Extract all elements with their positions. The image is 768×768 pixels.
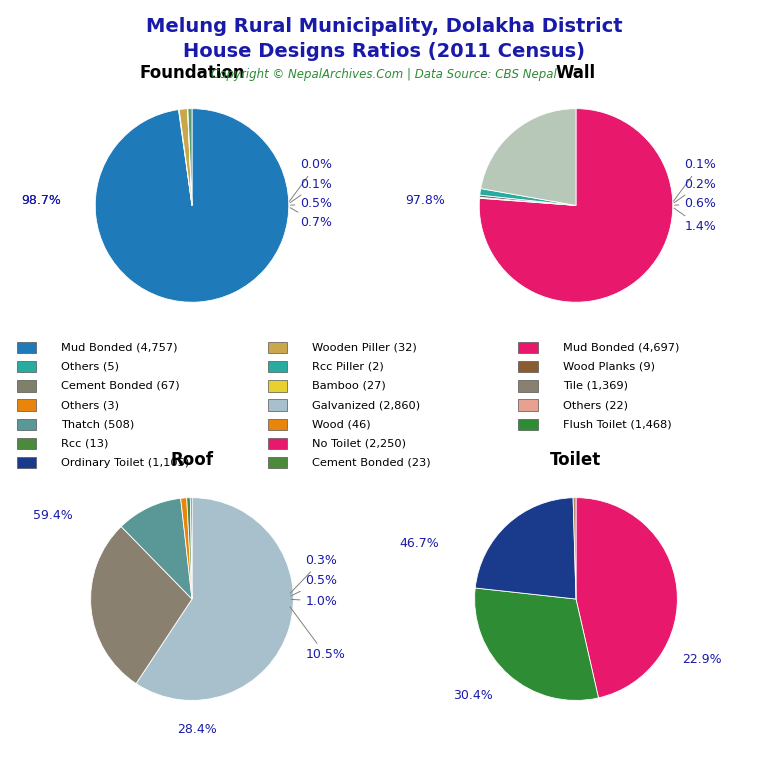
Text: Others (5): Others (5) [61,362,119,372]
Text: 98.7%: 98.7% [22,194,61,207]
Wedge shape [187,498,192,599]
Text: 0.1%: 0.1% [674,158,717,201]
Wedge shape [481,109,576,206]
Wedge shape [187,109,192,206]
Text: 22.9%: 22.9% [683,654,722,667]
Text: Wood Planks (9): Wood Planks (9) [563,362,655,372]
Bar [518,380,538,392]
Text: 97.8%: 97.8% [406,194,445,207]
Text: 10.5%: 10.5% [290,607,346,661]
Text: 0.5%: 0.5% [290,197,333,210]
Wedge shape [95,109,289,302]
Title: Roof: Roof [170,452,214,469]
Bar [17,342,36,353]
Text: 0.1%: 0.1% [290,177,333,203]
Bar [518,361,538,372]
Bar [267,438,287,449]
Bar [267,457,287,468]
Text: 28.4%: 28.4% [177,723,217,736]
Bar [518,419,538,430]
Text: 46.7%: 46.7% [399,537,439,550]
Text: Rcc (13): Rcc (13) [61,439,108,449]
Wedge shape [188,109,192,206]
Text: Ordinary Toilet (1,105): Ordinary Toilet (1,105) [61,458,190,468]
Text: Tile (1,369): Tile (1,369) [563,381,628,391]
Wedge shape [190,498,192,599]
Bar [267,380,287,392]
Text: Copyright © NepalArchives.Com | Data Source: CBS Nepal: Copyright © NepalArchives.Com | Data Sou… [211,68,557,81]
Bar [267,419,287,430]
Wedge shape [480,188,576,206]
Text: Wooden Piller (32): Wooden Piller (32) [312,343,417,353]
Text: Bamboo (27): Bamboo (27) [312,381,386,391]
Wedge shape [121,498,192,599]
Wedge shape [179,109,192,206]
Wedge shape [479,197,576,206]
Wedge shape [180,498,192,599]
Wedge shape [475,588,598,700]
Text: 59.4%: 59.4% [32,509,72,522]
Text: Rcc Piller (2): Rcc Piller (2) [312,362,384,372]
Text: 0.5%: 0.5% [291,574,338,596]
Title: Foundation: Foundation [139,64,245,81]
Text: 1.4%: 1.4% [674,208,716,233]
Text: 1.0%: 1.0% [291,594,337,607]
Title: Toilet: Toilet [551,452,601,469]
Text: 0.7%: 0.7% [290,207,333,230]
Text: Mud Bonded (4,757): Mud Bonded (4,757) [61,343,177,353]
Text: Galvanized (2,860): Galvanized (2,860) [312,400,420,410]
Wedge shape [479,195,576,206]
Bar [17,399,36,411]
Wedge shape [136,498,293,700]
Bar [267,361,287,372]
Bar [17,419,36,430]
Wedge shape [479,109,673,302]
Text: Thatch (508): Thatch (508) [61,419,134,429]
Text: 30.4%: 30.4% [453,689,493,702]
Bar [17,380,36,392]
Wedge shape [576,498,677,698]
Text: 0.2%: 0.2% [674,177,717,203]
Wedge shape [178,110,192,206]
Bar [17,361,36,372]
Bar [518,399,538,411]
Text: 0.0%: 0.0% [290,158,333,201]
Text: Mud Bonded (4,697): Mud Bonded (4,697) [563,343,679,353]
Wedge shape [91,527,192,684]
Text: Cement Bonded (67): Cement Bonded (67) [61,381,180,391]
Bar [267,399,287,411]
Title: Wall: Wall [556,64,596,81]
Text: No Toilet (2,250): No Toilet (2,250) [312,439,406,449]
Text: House Designs Ratios (2011 Census): House Designs Ratios (2011 Census) [183,42,585,61]
Bar [518,342,538,353]
Text: Others (3): Others (3) [61,400,119,410]
Text: Melung Rural Municipality, Dolakha District: Melung Rural Municipality, Dolakha Distr… [146,17,622,36]
Text: 0.3%: 0.3% [290,554,337,593]
Text: 0.6%: 0.6% [674,197,717,210]
Wedge shape [475,498,576,599]
Bar [17,457,36,468]
Bar [267,342,287,353]
Text: Cement Bonded (23): Cement Bonded (23) [312,458,431,468]
Wedge shape [573,498,576,599]
Text: Flush Toilet (1,468): Flush Toilet (1,468) [563,419,671,429]
Text: Wood (46): Wood (46) [312,419,371,429]
Text: 98.7%: 98.7% [22,194,61,207]
Text: Others (22): Others (22) [563,400,628,410]
Bar [17,438,36,449]
